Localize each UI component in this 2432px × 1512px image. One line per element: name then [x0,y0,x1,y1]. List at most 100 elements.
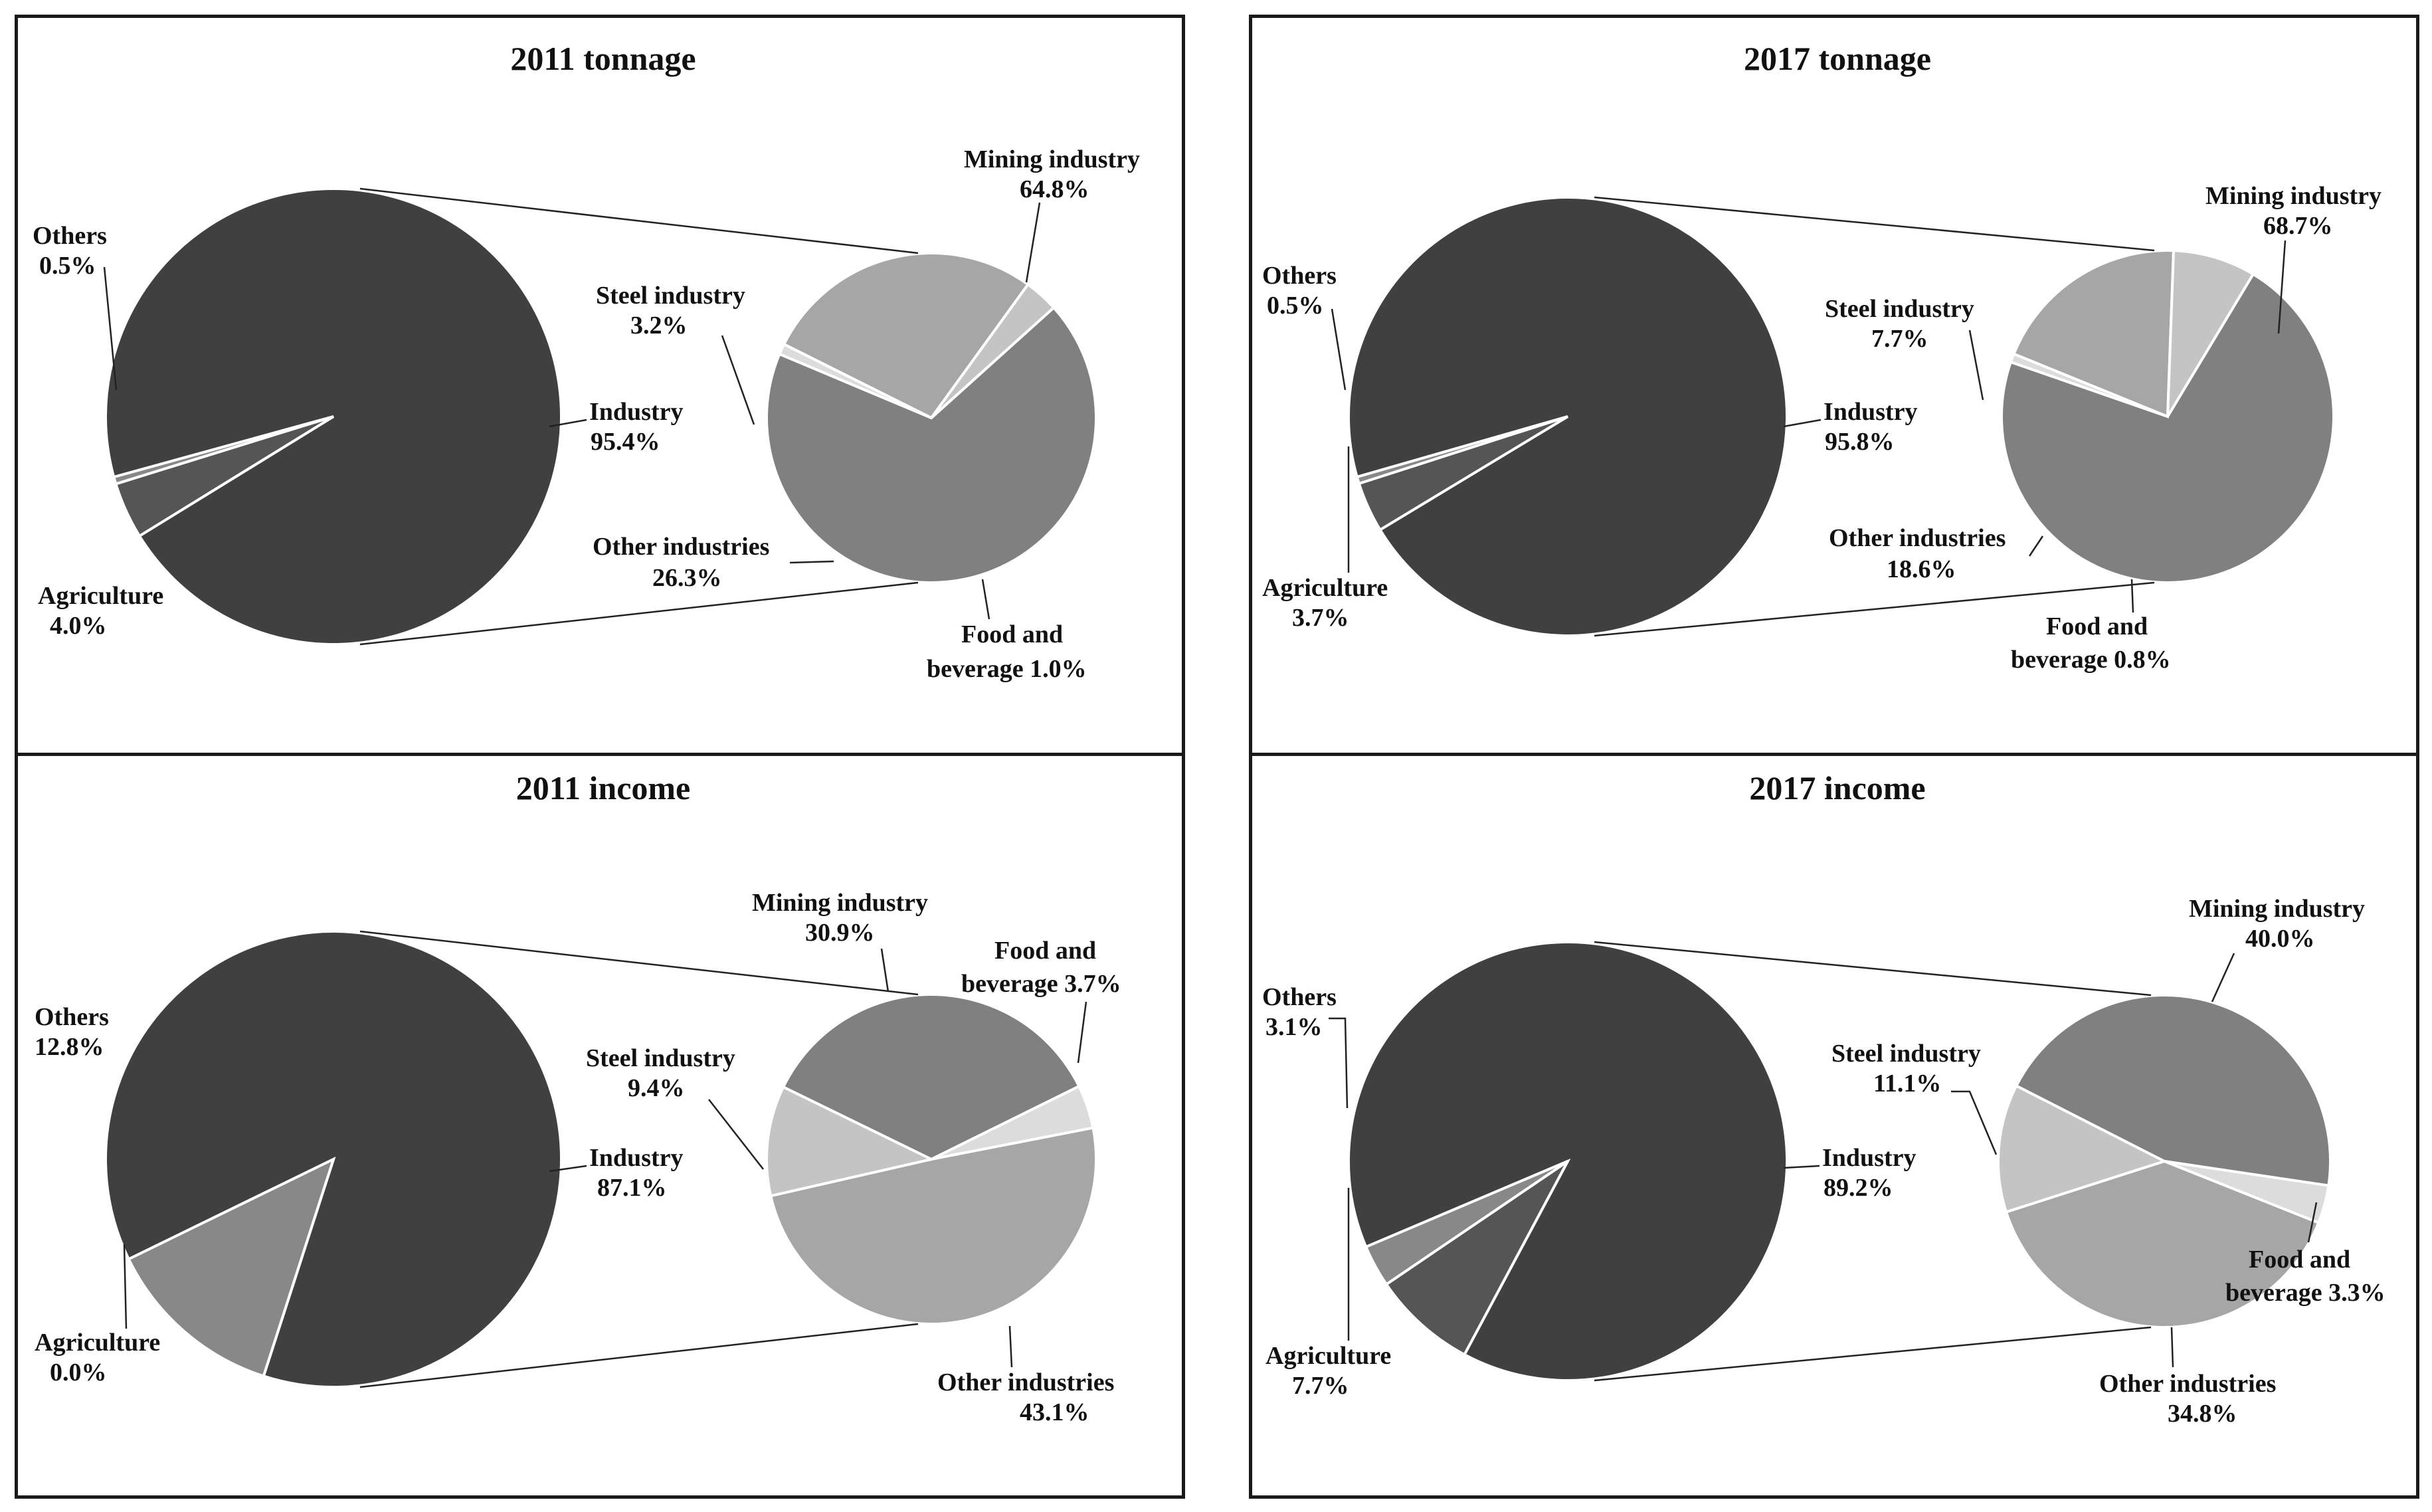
connector-top [359,187,919,254]
label-main-others: Others 0.5% [33,222,118,391]
svg-text:3.7%: 3.7% [1292,604,1349,632]
svg-text:0.0%: 0.0% [50,1359,107,1386]
chart-panel-2017-income: 2017 income Others 3.1% Industry 89.2% A… [1249,753,2419,1499]
pie-slice-others [1364,1160,1569,1287]
label-sub-other-industries: Other industries 43.1% [937,1325,1114,1426]
svg-text:Other industries: Other industries [1829,524,2006,552]
svg-text:7.7%: 7.7% [1292,1372,1349,1400]
svg-text:Other industries: Other industries [2099,1370,2276,1398]
chart-title: 2017 tonnage [1744,40,1931,77]
pie-slice-mining-industry [2014,993,2332,1187]
label-sub-mining-industry: Mining industry 30.9% [752,889,928,992]
pie-slice-others [112,415,334,486]
svg-text:30.9%: 30.9% [805,919,875,947]
svg-text:43.1%: 43.1% [1020,1398,1089,1426]
svg-text:18.6%: 18.6% [1887,555,1956,583]
label-main-industry: Industry 95.8% [1783,398,1918,456]
pie-slice-others [1355,415,1568,486]
label-main-agriculture: Agriculture 7.7% [1265,1188,1391,1400]
svg-text:11.1%: 11.1% [1873,1070,1941,1097]
chart-title: 2011 income [516,769,690,806]
label-main-agriculture: Agriculture 4.0% [38,582,163,640]
label-sub-other-industries: Other industries 26.3% [593,533,834,592]
svg-text:Others: Others [1262,983,1337,1011]
svg-text:Steel industry: Steel industry [586,1044,735,1072]
svg-text:95.8%: 95.8% [1825,428,1895,456]
svg-text:Mining industry: Mining industry [752,889,928,917]
chart-panel-2017-tonnage: 2017 tonnage Others 0.5% Industry 95.8% … [1249,15,2419,761]
svg-text:4.0%: 4.0% [50,612,107,640]
svg-text:Mining industry: Mining industry [2205,182,2382,210]
svg-text:beverage 3.3%: beverage 3.3% [2225,1279,2385,1307]
svg-text:Steel industry: Steel industry [1825,295,1974,323]
label-sub-mining-industry: Mining industry 68.7% [2205,182,2382,334]
pie-slice-steel-industry [2166,249,2255,418]
pie-slice-steel-industry [930,282,1056,419]
pie-of-pie-chart: 2011 tonnage Others 0.5% Industry 95.4% … [33,40,1140,683]
label-main-industry: Industry 95.4% [549,398,684,456]
svg-text:64.8%: 64.8% [1020,175,1089,203]
pie-slice-mining-industry [2000,272,2335,584]
pie-slice-other-industries [769,1126,1097,1326]
svg-text:Agriculture: Agriculture [38,582,163,610]
pie-of-pie-chart: 2011 income Others 12.8% Industry 87.1% … [35,769,1121,1426]
pie-slice-industry [1347,941,1788,1382]
svg-text:Industry: Industry [1824,398,1918,426]
svg-text:12.8%: 12.8% [35,1033,104,1061]
svg-text:Agriculture: Agriculture [1262,574,1388,602]
chart-panel-2011-income: 2011 income Others 12.8% Industry 87.1% … [15,753,1185,1499]
label-main-agriculture: Agriculture 3.7% [1262,446,1388,632]
connector-bottom [1594,581,2155,637]
connector-bottom [359,581,919,646]
svg-text:Food and: Food and [2046,613,2148,640]
pie-of-pie-chart: 2017 income Others 3.1% Industry 89.2% A… [1262,769,2385,1428]
svg-text:Other industries: Other industries [937,1369,1114,1396]
svg-text:68.7%: 68.7% [2263,212,2333,240]
label-sub-food-and-beverage: Food and beverage 3.3% [2225,1202,2385,1307]
pie-slice-mining-industry [765,306,1097,584]
pie-slice-other-industries [782,252,1030,420]
label-main-others: Others 3.1% [1262,983,1349,1109]
svg-text:Food and: Food and [994,937,1096,965]
connector-top [1594,941,2152,996]
svg-text:Agriculture: Agriculture [35,1329,160,1357]
svg-text:0.5%: 0.5% [39,252,96,280]
label-main-industry: Industry 89.2% [1783,1144,1917,1202]
svg-text:95.4%: 95.4% [591,428,660,456]
label-sub-food-and-beverage: Food and beverage 0.8% [2011,579,2171,674]
pie-slice-other-industries [2004,1159,2320,1329]
svg-text:9.4%: 9.4% [628,1074,685,1102]
pie-of-pie-chart: 2017 tonnage Others 0.5% Industry 95.8% … [1262,40,2382,674]
pie-slice-steel-industry [765,1085,935,1198]
chart-panel-2011-tonnage: 2011 tonnage Others 0.5% Industry 95.4% … [15,15,1185,761]
connector-top [359,930,919,996]
svg-text:Others: Others [35,1003,109,1031]
pie-slice-others [127,1157,336,1378]
pie-slice-mining-industry [781,993,1081,1161]
svg-text:40.0%: 40.0% [2245,925,2315,953]
svg-text:beverage 1.0%: beverage 1.0% [927,655,1087,683]
label-sub-steel-industry: Steel industry 9.4% [586,1044,764,1170]
pie-slice-steel-industry [1997,1084,2168,1214]
svg-text:26.3%: 26.3% [652,564,722,592]
svg-text:beverage 3.7%: beverage 3.7% [961,970,1121,998]
svg-text:Industry: Industry [589,1144,684,1172]
label-sub-steel-industry: Steel industry 7.7% [1825,295,1984,401]
label-sub-steel-industry: Steel industry 3.2% [596,282,755,425]
svg-text:Food and: Food and [961,620,1063,648]
label-sub-other-industries: Other industries 18.6% [1829,524,2044,583]
svg-text:Other industries: Other industries [593,533,769,561]
label-sub-food-and-beverage: Food and beverage 1.0% [927,579,1087,683]
label-sub-other-industries: Other industries 34.8% [2099,1327,2276,1428]
svg-text:Mining industry: Mining industry [2189,895,2365,923]
svg-text:Food and: Food and [2249,1246,2350,1274]
connector-bottom [359,1323,919,1388]
svg-text:87.1%: 87.1% [597,1174,667,1202]
chart-title: 2017 income [1749,769,1925,806]
svg-text:Steel industry: Steel industry [596,282,745,310]
svg-text:Industry: Industry [589,398,684,426]
svg-text:Others: Others [1262,262,1337,290]
svg-text:3.2%: 3.2% [630,312,688,339]
svg-text:0.5%: 0.5% [1267,292,1324,320]
label-main-others: Others 12.8% [35,1003,109,1061]
